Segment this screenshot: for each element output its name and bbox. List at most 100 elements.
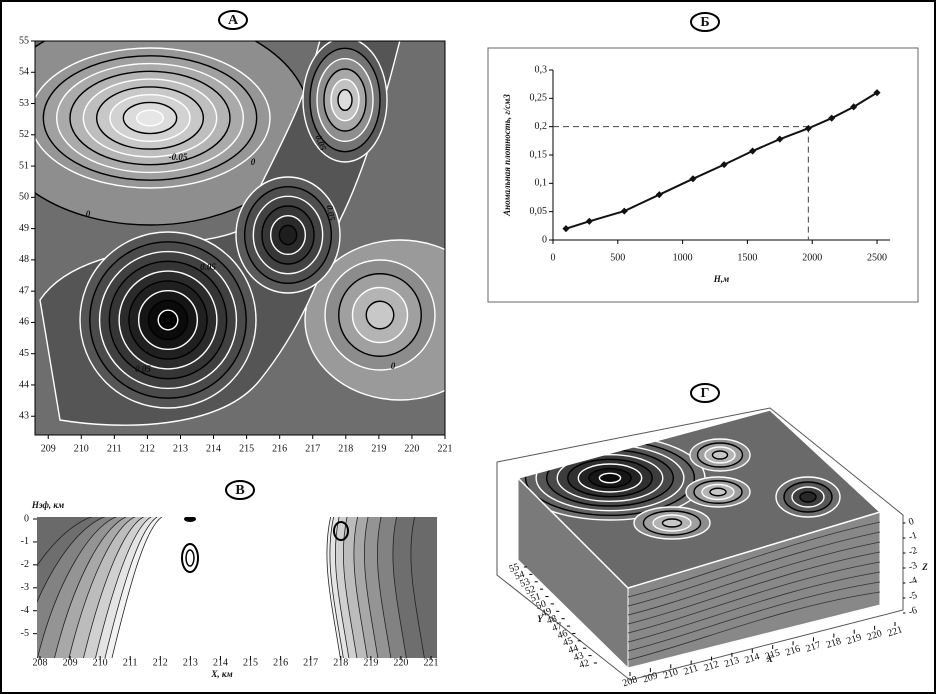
front-contour <box>627 571 881 643</box>
data-point <box>749 147 757 155</box>
y-tick-label: 50 <box>535 598 548 612</box>
y-tick-label: -3 <box>21 582 29 593</box>
y-tick-label: 43 <box>572 650 585 664</box>
y-tick-label: 0 <box>24 513 29 524</box>
x-tick-label: 209 <box>641 670 659 685</box>
y-tick-label: 52 <box>19 129 29 140</box>
contour-label: 0 <box>86 209 91 219</box>
x-tick-label: 216 <box>273 657 288 668</box>
x-tick-label: 1500 <box>737 252 757 263</box>
contour-label: 0.05 <box>200 262 216 272</box>
x-tick-label: 213 <box>723 655 741 670</box>
y-axis-label: Hэф, км <box>31 500 64 510</box>
y-tick-label: 49 <box>19 223 29 234</box>
y-axis-label: Аномальная плотность, г/см3 <box>502 94 512 217</box>
top-ring <box>661 518 683 528</box>
y-tick-label: -4 <box>21 605 29 616</box>
title-badge <box>218 10 248 30</box>
front-contour <box>627 591 881 661</box>
x-tick-label: 209 <box>63 657 78 668</box>
y-tick-label: 45 <box>19 348 29 359</box>
y-tick-label: 52 <box>524 584 537 598</box>
x-tick-label: 220 <box>404 443 419 454</box>
x-tick-label: 216 <box>272 443 287 454</box>
data-point <box>776 135 784 143</box>
z-tick-label: -5 <box>907 590 918 603</box>
contour-label: -0.05 <box>169 152 188 162</box>
section-anomaly <box>181 543 199 573</box>
data-point <box>850 103 858 111</box>
y-tick-label: 54 <box>513 569 526 583</box>
top-edge <box>516 409 882 589</box>
x-tick-label: 211 <box>123 657 138 668</box>
top-ring <box>799 491 817 503</box>
x-tick-label: 208 <box>33 657 48 668</box>
y-tick-label: 47 <box>551 621 564 635</box>
x-tick-label: 210 <box>662 667 680 682</box>
data-point <box>873 89 881 97</box>
data-point <box>585 217 593 225</box>
x-axis-label: X <box>766 654 774 664</box>
x-tick-label: 215 <box>243 657 258 668</box>
x-tick-label: 213 <box>183 657 198 668</box>
data-point <box>828 114 836 122</box>
contour-map <box>35 41 445 435</box>
x-tick-label: 213 <box>173 443 188 454</box>
x-tick-label: 0 <box>551 252 556 263</box>
title-badge <box>690 12 720 32</box>
contour-label: 0.05 <box>325 204 338 222</box>
plot-frame <box>34 40 446 436</box>
x-tick-label: 214 <box>206 443 221 454</box>
top-ring <box>711 450 729 460</box>
y-tick-label: 42 <box>578 658 591 672</box>
y-tick-label: 0,25 <box>530 93 548 104</box>
x-axis-label: X, км <box>210 669 232 679</box>
section-anomaly <box>333 521 349 541</box>
y-tick-label: 53 <box>518 576 531 590</box>
x-tick-label: 2000 <box>802 252 822 263</box>
y-tick-label: 0,2 <box>535 121 548 132</box>
section-map <box>37 517 437 658</box>
z-tick-label: -6 <box>907 605 918 618</box>
x-tick-label: 218 <box>338 443 353 454</box>
x-tick-label: 214 <box>213 657 228 668</box>
x-tick-label: 211 <box>107 443 122 454</box>
x-tick-label: 220 <box>866 628 884 643</box>
front-contour <box>627 581 881 652</box>
y-tick-label: 55 <box>19 35 29 46</box>
y-tick-label: 46 <box>19 317 29 328</box>
y-tick-label: 43 <box>19 411 29 422</box>
x-tick-label: 220 <box>393 657 408 668</box>
data-point <box>720 161 728 169</box>
chart-title: А <box>228 13 239 28</box>
title-badge <box>225 480 255 500</box>
contour-ring <box>157 309 179 331</box>
title-badge <box>690 383 720 403</box>
y-tick-label: 0,05 <box>530 206 548 217</box>
x-tick-label: 217 <box>805 640 823 655</box>
data-line <box>565 91 878 230</box>
y-tick-label: 44 <box>19 379 29 390</box>
y-tick-label: 51 <box>19 160 29 171</box>
box-back <box>496 407 904 681</box>
x-axis-label: H,м <box>713 274 729 284</box>
data-point <box>620 207 628 215</box>
x-tick-label: 212 <box>140 443 155 454</box>
front-contour <box>627 551 881 625</box>
x-tick-label: 212 <box>153 657 168 668</box>
y-tick-label: -1 <box>21 536 29 547</box>
y-tick-label: 44 <box>567 643 580 657</box>
x-tick-label: 217 <box>305 443 320 454</box>
y-tick-label: 51 <box>529 591 542 605</box>
front-contour <box>627 561 881 634</box>
data-point <box>689 175 697 183</box>
x-tick-label: 211 <box>682 663 699 678</box>
data-point <box>562 225 570 233</box>
section-anomaly <box>185 549 195 567</box>
x-tick-label: 221 <box>438 443 453 454</box>
z-tick-label: -2 <box>907 545 918 558</box>
y-tick-label: 47 <box>19 285 29 296</box>
contour-label: 0.05 <box>135 364 151 374</box>
x-tick-label: 218 <box>825 636 843 651</box>
